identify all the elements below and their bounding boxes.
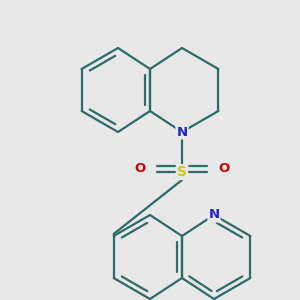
Text: N: N xyxy=(208,208,220,221)
Text: O: O xyxy=(218,163,230,176)
Text: N: N xyxy=(176,125,188,139)
Text: O: O xyxy=(134,163,146,176)
Text: S: S xyxy=(177,165,187,179)
